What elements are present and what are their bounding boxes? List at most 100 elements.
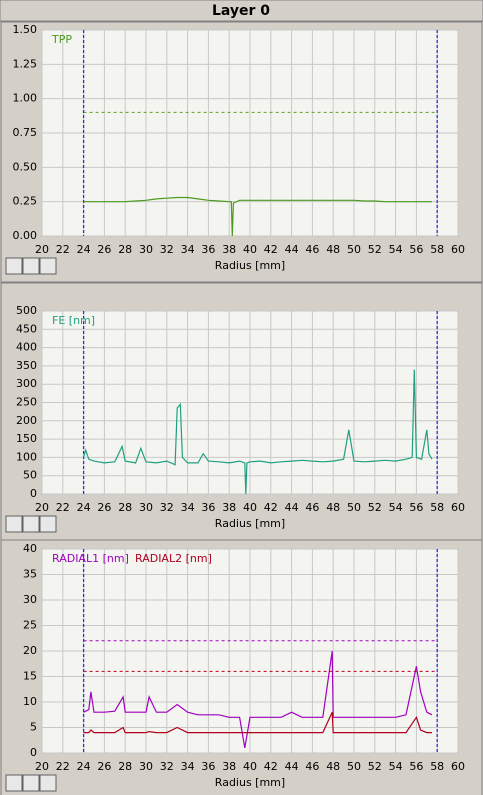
x-tick-label: 22	[56, 760, 70, 773]
y-tick-label: 0.50	[13, 160, 38, 173]
x-tick-label: 42	[264, 501, 278, 514]
chart-panel: 0 50 100 150 200 250 300 350 400 450 500 20 22 24 26 28…	[0, 282, 483, 541]
x-tick-label: 48	[326, 243, 340, 256]
y-tick-label: 0.75	[13, 126, 38, 139]
x-tick-label: 46	[305, 760, 319, 773]
x-tick-label: 44	[285, 501, 299, 514]
data-line	[83, 369, 433, 495]
x-tick-label: 58	[430, 243, 444, 256]
x-tick-label: 22	[56, 243, 70, 256]
x-tick-label: 46	[305, 243, 319, 256]
x-tick-label: 42	[264, 760, 278, 773]
x-tick-label: 24	[77, 501, 91, 514]
y-tick-label: 30	[23, 593, 37, 606]
x-tick-label: 34	[181, 243, 195, 256]
x-axis-label: Radius [mm]	[215, 776, 285, 789]
y-tick-label: 350	[16, 359, 37, 372]
y-tick-label: 35	[23, 568, 37, 581]
x-tick-label: 60	[451, 760, 465, 773]
x-tick-label: 36	[201, 760, 215, 773]
x-tick-label: 28	[118, 501, 132, 514]
x-tick-label: 54	[389, 243, 403, 256]
legend-entry: TPP	[51, 33, 72, 46]
x-tick-label: 48	[326, 501, 340, 514]
x-tick-label: 56	[409, 760, 423, 773]
x-tick-label: 36	[201, 243, 215, 256]
y-tick-label: 40	[23, 542, 37, 555]
x-tick-label: 40	[243, 501, 257, 514]
x-tick-label: 48	[326, 760, 340, 773]
x-tick-label: 30	[139, 243, 153, 256]
chart-panel: 0.00 0.25 0.50 0.75 1.00 1.25 1.50 20 22 24 26 28 30…	[0, 21, 483, 283]
x-tick-label: 28	[118, 243, 132, 256]
data-line	[83, 196, 432, 237]
pan-cross-button[interactable]	[22, 774, 40, 792]
zoom-button[interactable]	[5, 774, 23, 792]
pan-cross-button[interactable]	[22, 515, 40, 533]
hand-button[interactable]	[39, 257, 57, 275]
x-tick-label: 36	[201, 501, 215, 514]
x-axis-label: Radius [mm]	[215, 259, 285, 272]
x-tick-label: 28	[118, 760, 132, 773]
hand-button[interactable]	[39, 515, 57, 533]
zoom-button[interactable]	[5, 257, 23, 275]
legend-entry: RADIAL1 [nm]	[52, 552, 129, 565]
y-tick-label: 1.25	[13, 57, 38, 70]
y-tick-label: 500	[16, 304, 37, 317]
x-tick-label: 60	[451, 243, 465, 256]
x-tick-label: 40	[243, 243, 257, 256]
x-tick-label: 52	[368, 243, 382, 256]
y-tick-label: 0	[30, 487, 37, 500]
x-tick-label: 26	[97, 760, 111, 773]
title-bar	[0, 0, 483, 22]
x-tick-label: 30	[139, 501, 153, 514]
hand-button[interactable]	[39, 774, 57, 792]
x-tick-label: 42	[264, 243, 278, 256]
x-tick-label: 24	[77, 760, 91, 773]
x-tick-label: 46	[305, 501, 319, 514]
x-tick-label: 56	[409, 243, 423, 256]
y-tick-label: 50	[23, 469, 37, 482]
x-tick-label: 22	[56, 501, 70, 514]
x-tick-label: 54	[389, 760, 403, 773]
x-tick-label: 32	[160, 243, 174, 256]
x-tick-label: 44	[285, 760, 299, 773]
x-tick-label: 54	[389, 501, 403, 514]
x-tick-label: 52	[368, 501, 382, 514]
window-title: Layer 0	[212, 3, 270, 19]
x-tick-label: 24	[77, 243, 91, 256]
y-tick-label: 300	[16, 377, 37, 390]
y-tick-label: 15	[23, 670, 37, 683]
x-tick-label: 30	[139, 760, 153, 773]
y-tick-label: 400	[16, 341, 37, 354]
y-tick-label: 25	[23, 619, 37, 632]
x-axis-label: Radius [mm]	[215, 517, 285, 530]
x-tick-label: 34	[181, 760, 195, 773]
x-tick-label: 40	[243, 760, 257, 773]
x-tick-label: 56	[409, 501, 423, 514]
y-tick-label: 1.00	[13, 92, 38, 105]
x-tick-label: 38	[222, 501, 236, 514]
legend-entry: RADIAL2 [nm]	[135, 552, 212, 565]
chart-panel: 0 5 10 15 20 25 30 35 40 20 22 24 26 28 30 32 34 36 38 40 42…	[0, 539, 483, 795]
y-tick-label: 0.25	[13, 195, 38, 208]
legend-entry: FE [nm]	[52, 314, 95, 327]
y-tick-label: 450	[16, 322, 37, 335]
x-tick-label: 50	[347, 501, 361, 514]
x-tick-label: 38	[222, 760, 236, 773]
x-tick-label: 26	[97, 243, 111, 256]
y-tick-label: 10	[23, 695, 37, 708]
y-tick-label: 150	[16, 432, 37, 445]
pan-cross-button[interactable]	[22, 257, 40, 275]
y-tick-label: 5	[30, 721, 37, 734]
x-tick-label: 60	[451, 501, 465, 514]
x-tick-label: 50	[347, 760, 361, 773]
x-tick-label: 26	[97, 501, 111, 514]
zoom-button[interactable]	[5, 515, 23, 533]
x-tick-label: 32	[160, 501, 174, 514]
x-tick-label: 20	[35, 243, 49, 256]
x-tick-label: 38	[222, 243, 236, 256]
y-tick-label: 0	[30, 746, 37, 759]
